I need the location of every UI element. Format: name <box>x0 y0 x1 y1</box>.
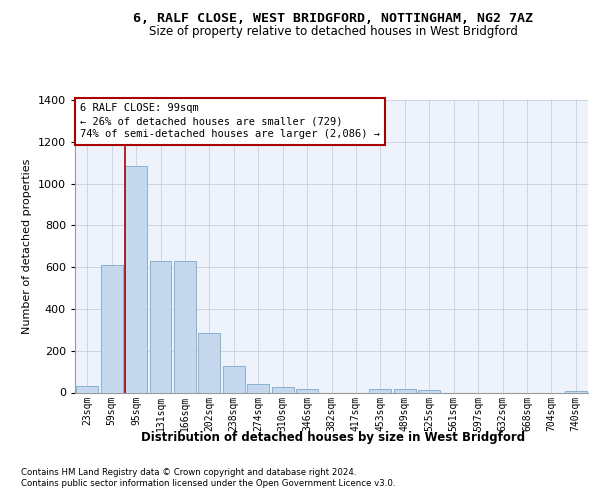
Text: 6 RALF CLOSE: 99sqm
← 26% of detached houses are smaller (729)
74% of semi-detac: 6 RALF CLOSE: 99sqm ← 26% of detached ho… <box>80 103 380 140</box>
Bar <box>370 388 391 392</box>
Bar <box>174 261 196 392</box>
Bar <box>296 388 318 392</box>
Bar <box>199 333 220 392</box>
Bar <box>149 261 172 392</box>
Bar <box>76 386 98 392</box>
Bar <box>125 166 147 392</box>
Text: Contains HM Land Registry data © Crown copyright and database right 2024.: Contains HM Land Registry data © Crown c… <box>21 468 356 477</box>
Bar <box>247 384 269 392</box>
Bar <box>223 366 245 392</box>
Bar <box>394 390 416 392</box>
Text: Distribution of detached houses by size in West Bridgford: Distribution of detached houses by size … <box>141 431 525 444</box>
Text: 6, RALF CLOSE, WEST BRIDGFORD, NOTTINGHAM, NG2 7AZ: 6, RALF CLOSE, WEST BRIDGFORD, NOTTINGHA… <box>133 12 533 26</box>
Bar <box>565 391 587 392</box>
Bar <box>101 265 122 392</box>
Bar <box>272 388 293 392</box>
Text: Contains public sector information licensed under the Open Government Licence v3: Contains public sector information licen… <box>21 480 395 488</box>
Bar <box>418 390 440 392</box>
Text: Size of property relative to detached houses in West Bridgford: Size of property relative to detached ho… <box>149 25 517 38</box>
Y-axis label: Number of detached properties: Number of detached properties <box>22 158 32 334</box>
